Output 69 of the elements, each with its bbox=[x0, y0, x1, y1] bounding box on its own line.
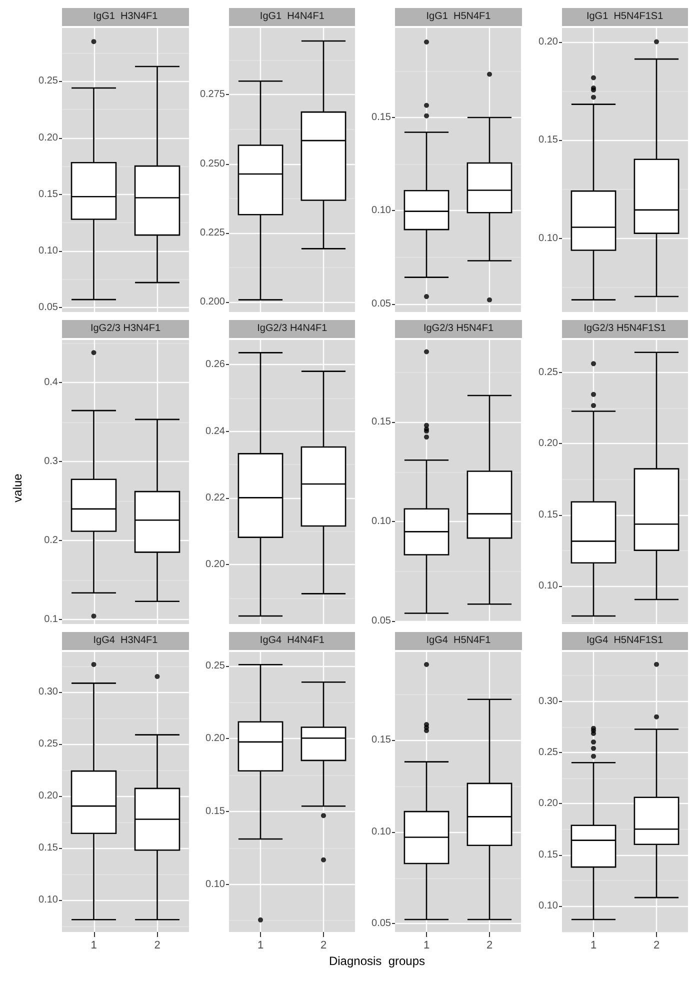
y-tick-label: 0.15 bbox=[372, 112, 392, 124]
y-tick-label: 0.25 bbox=[38, 76, 58, 87]
chart-title: IgG1 H5N4F1 bbox=[395, 8, 522, 26]
chart-title: IgG2/3 H5N4F1S1 bbox=[562, 320, 688, 338]
chart-title: IgG2/3 H5N4F1 bbox=[395, 320, 522, 338]
chart-title: IgG4 H5N4F1 bbox=[395, 632, 522, 650]
x-tick-label: 1 bbox=[590, 940, 596, 952]
x-tick-label: 1 bbox=[424, 940, 430, 952]
y-tick-label: 0.05 bbox=[38, 302, 58, 313]
y-tick-label: 0.15 bbox=[38, 188, 58, 200]
x-tick-label: 2 bbox=[653, 940, 660, 952]
y-tick-label: 0.2 bbox=[44, 535, 58, 546]
x-tick-label: 1 bbox=[257, 940, 264, 952]
y-tick-label: 0.200 bbox=[200, 296, 226, 308]
y-tick-label: 0.15 bbox=[372, 734, 392, 746]
y-tick-label: 0.30 bbox=[538, 696, 558, 707]
x-tick-label: 1 bbox=[90, 940, 97, 952]
y-tick-label: 0.20 bbox=[206, 733, 226, 744]
y-tick-label: 0.10 bbox=[372, 516, 392, 528]
y-tick-label: 0.225 bbox=[200, 227, 226, 238]
y-tick-label: 0.25 bbox=[38, 738, 58, 750]
y-tick-label: 0.275 bbox=[200, 89, 226, 100]
y-tick-label: 0.15 bbox=[372, 416, 392, 428]
chart-title: IgG1 H3N4F1 bbox=[62, 8, 189, 26]
chart-title: IgG1 H5N4F1S1 bbox=[562, 8, 688, 26]
y-tick-label: 0.20 bbox=[538, 438, 558, 450]
x-tick-label: 2 bbox=[320, 940, 327, 952]
y-tick-label: 0.20 bbox=[206, 559, 226, 570]
y-tick-label: 0.05 bbox=[372, 616, 392, 626]
y-tick-label: 0.25 bbox=[538, 747, 558, 758]
y-tick-label: 0.10 bbox=[38, 894, 58, 906]
y-tick-label: 0.30 bbox=[38, 686, 58, 698]
y-tick-label: 0.26 bbox=[206, 359, 226, 370]
chart-title: IgG1 H4N4F1 bbox=[229, 8, 356, 26]
y-tick-label: 0.10 bbox=[538, 580, 558, 592]
y-tick-label: 0.15 bbox=[538, 134, 558, 146]
y-tick-label: 0.15 bbox=[38, 842, 58, 854]
y-tick-label: 0.250 bbox=[200, 158, 226, 170]
chart-title: IgG2/3 H4N4F1 bbox=[229, 320, 356, 338]
y-tick-label: 0.10 bbox=[206, 878, 226, 890]
y-tick-label: 0.3 bbox=[44, 456, 58, 468]
y-tick-label: 0.20 bbox=[38, 132, 58, 144]
y-tick-label: 0.24 bbox=[206, 426, 226, 437]
y-tick-label: 0.10 bbox=[538, 900, 558, 912]
y-axis-title: value bbox=[10, 474, 24, 502]
y-tick-label: 0.15 bbox=[538, 849, 558, 860]
y-tick-label: 0.20 bbox=[538, 36, 558, 48]
x-axis-title: Diagnosis groups bbox=[328, 954, 426, 968]
chart-title: IgG4 H5N4F1S1 bbox=[562, 632, 688, 650]
y-tick-label: 0.05 bbox=[372, 298, 392, 310]
chart-title: IgG2/3 H3N4F1 bbox=[62, 320, 189, 338]
chart-title: IgG4 H4N4F1 bbox=[229, 632, 356, 650]
x-tick-label: 2 bbox=[154, 940, 160, 952]
y-tick-label: 0.22 bbox=[206, 492, 226, 504]
y-tick-label: 0.20 bbox=[538, 798, 558, 810]
y-tick-label: 0.05 bbox=[372, 918, 392, 930]
y-tick-label: 0.1 bbox=[44, 614, 58, 626]
chart-title: IgG4 H3N4F1 bbox=[62, 632, 189, 650]
y-tick-label: 0.15 bbox=[538, 509, 558, 520]
y-tick-label: 0.10 bbox=[372, 826, 392, 838]
y-tick-label: 0.10 bbox=[38, 245, 58, 256]
y-tick-label: 0.4 bbox=[44, 377, 58, 388]
y-tick-label: 0.25 bbox=[538, 366, 558, 378]
y-tick-label: 0.20 bbox=[38, 790, 58, 802]
y-tick-label: 0.10 bbox=[538, 232, 558, 244]
x-tick-label: 2 bbox=[486, 940, 493, 952]
y-tick-label: 0.25 bbox=[206, 660, 226, 672]
y-tick-label: 0.10 bbox=[372, 205, 392, 216]
y-tick-label: 0.15 bbox=[206, 806, 226, 817]
